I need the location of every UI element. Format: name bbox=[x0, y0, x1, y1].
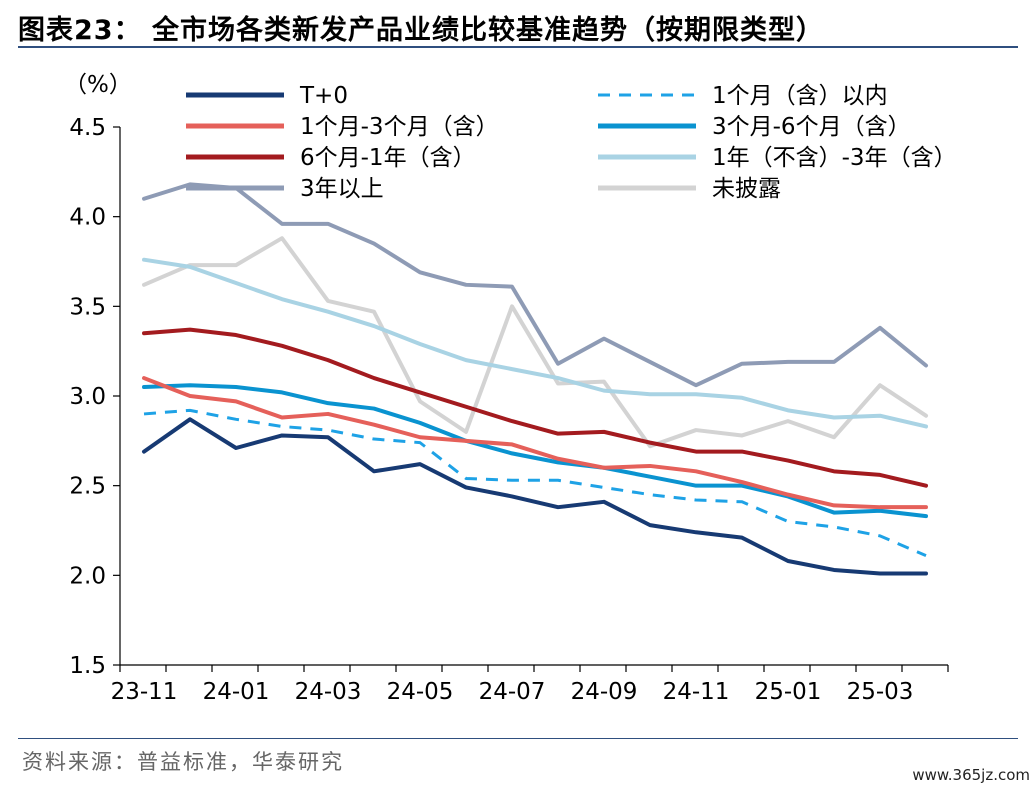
legend-label: 6个月-1年（含） bbox=[300, 145, 476, 171]
series-line-5 bbox=[142, 257, 928, 429]
y-tick-label: 2.0 bbox=[69, 563, 106, 589]
x-tick-label: 24-11 bbox=[663, 679, 730, 705]
series-line-4 bbox=[142, 327, 928, 488]
legend-label: 3个月-6个月（含） bbox=[712, 114, 911, 140]
y-tick-label: 2.5 bbox=[69, 474, 106, 500]
legend-label: T+0 bbox=[299, 83, 348, 109]
source-note: 资料来源：普益标准，华泰研究 bbox=[22, 750, 344, 774]
series-line-1 bbox=[143, 408, 927, 557]
legend-label: 1年（不含）-3年（含） bbox=[712, 145, 957, 171]
series-line-2 bbox=[142, 376, 928, 510]
chart-title: 图表23： 全市场各类新发产品业绩比较基准趋势（按期限类型） bbox=[18, 15, 824, 46]
legend-label: 未披露 bbox=[712, 176, 781, 202]
y-tick-label: 3.5 bbox=[69, 294, 106, 320]
footer-rule bbox=[18, 738, 1018, 739]
axes: 1.5 2.0 2.5 3.0 3.5 4.0 4.5 23-11 24-01 24-03 24-0… bbox=[69, 115, 949, 705]
y-tick-label: 4.5 bbox=[69, 115, 106, 141]
x-tick-label: 24-01 bbox=[203, 679, 270, 705]
y-tick-label: 4.0 bbox=[69, 205, 106, 231]
series-line-3 bbox=[142, 383, 928, 519]
title-rule bbox=[18, 46, 1018, 48]
legend-label: 1个月-3个月（含） bbox=[300, 114, 499, 140]
legend: T+0 1个月（含）以内 1个月-3个月（含） 3个月-6个月（含） 6个月-1年（含）… bbox=[186, 83, 957, 202]
series-line-6 bbox=[142, 182, 928, 388]
line-chart: 1.5 2.0 2.5 3.0 3.5 4.0 4.5 23-11 24-01 24-03 24-0… bbox=[64, 72, 957, 705]
watermark: www.365jz.com bbox=[912, 766, 1030, 784]
x-tick-label: 23-11 bbox=[111, 679, 178, 705]
series-layer bbox=[142, 182, 928, 576]
legend-label: 1个月（含）以内 bbox=[712, 83, 888, 109]
x-tick-label: 24-07 bbox=[479, 679, 546, 705]
y-tick-label: 1.5 bbox=[69, 653, 106, 679]
x-tick-label: 25-01 bbox=[755, 679, 822, 705]
y-tick-label: 3.0 bbox=[69, 384, 106, 410]
x-tick-label: 24-05 bbox=[387, 679, 454, 705]
series-line-7 bbox=[142, 236, 928, 449]
x-tick-label: 24-09 bbox=[571, 679, 638, 705]
series-line-0 bbox=[142, 417, 928, 576]
x-tick-label: 24-03 bbox=[295, 679, 362, 705]
y-axis-label: （%） bbox=[64, 72, 132, 98]
x-tick-label: 25-03 bbox=[847, 679, 914, 705]
legend-label: 3年以上 bbox=[300, 176, 384, 202]
